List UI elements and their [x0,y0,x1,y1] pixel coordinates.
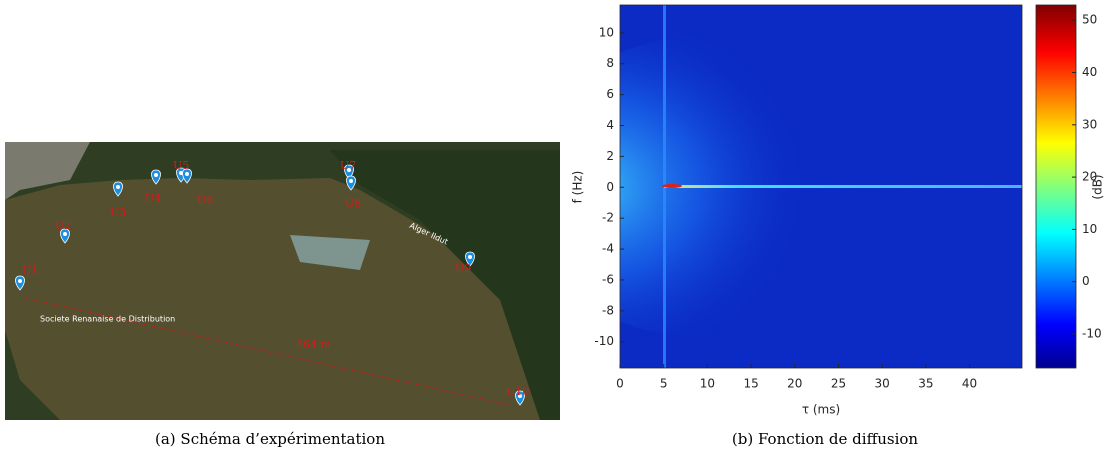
y-tick-label: -6 [602,272,614,286]
map-pin-dot [518,394,522,398]
marker-label: U3 [110,206,126,219]
x-tick-label: 5 [660,377,668,391]
x-tick-label: 25 [831,377,846,391]
colorbar-tick-label: 20 [1082,170,1097,184]
map-pin-dot [116,185,120,189]
x-tick-label: 35 [918,377,933,391]
heatmap [620,5,1022,368]
map-pin-dot [349,179,353,183]
map-pin-dot [154,173,158,177]
colorbar-label: (dB) [1091,174,1105,199]
marker-label: U5 [173,159,189,172]
map-pin-dot [179,171,183,175]
marker-label: U1 [22,264,38,277]
y-tick-label: 6 [606,87,614,101]
marker-label: U8 [345,197,361,210]
marker-label: U6 [197,194,213,207]
marker-label: U10 [506,385,529,398]
map-pin-dot [18,279,22,283]
map-pin-dot [468,255,472,259]
y-tick-label: -8 [602,303,614,317]
map [5,142,560,420]
y-tick-label: 2 [606,149,614,163]
y-tick-label: -2 [602,211,614,225]
colorbar-tick-label: 10 [1082,222,1097,236]
x-axis-label: τ (ms) [802,403,840,417]
y-tick-label: 0 [606,180,614,194]
map-pin-dot [185,172,189,176]
colorbar-tick-label: 40 [1082,65,1097,79]
y-tick-label: -4 [602,242,614,256]
y-tick-label: 4 [606,118,614,132]
caption: (a) Schéma d’expérimentation [155,430,385,448]
marker-label: U9 [455,262,471,275]
map-pin-dot [347,168,351,172]
x-tick-label: 40 [962,377,977,391]
y-tick-label: 10 [599,25,614,39]
place-label: Societe Renanaise de Distribution [40,315,175,324]
colorbar-tick-label: 50 [1082,13,1097,27]
x-tick-label: 10 [700,377,715,391]
colorbar-tick-label: 0 [1082,274,1090,288]
distance-label: 364 m [296,338,331,351]
colorbar [1035,4,1077,369]
colorbar-tick-label: -10 [1082,327,1102,341]
y-tick-label: -10 [594,334,614,348]
map-pin-dot [63,232,67,236]
marker-label: U7 [340,159,356,172]
x-tick-label: 30 [875,377,890,391]
x-tick-label: 0 [616,377,624,391]
marker-label: U2 [55,219,71,232]
x-tick-label: 15 [743,377,758,391]
y-tick-label: 8 [606,56,614,70]
marker-label: U4 [145,192,161,205]
x-tick-label: 20 [787,377,802,391]
caption: (b) Fonction de diffusion [732,430,919,448]
colorbar-tick-label: 30 [1082,117,1097,131]
y-axis-label: f (Hz) [571,171,585,204]
